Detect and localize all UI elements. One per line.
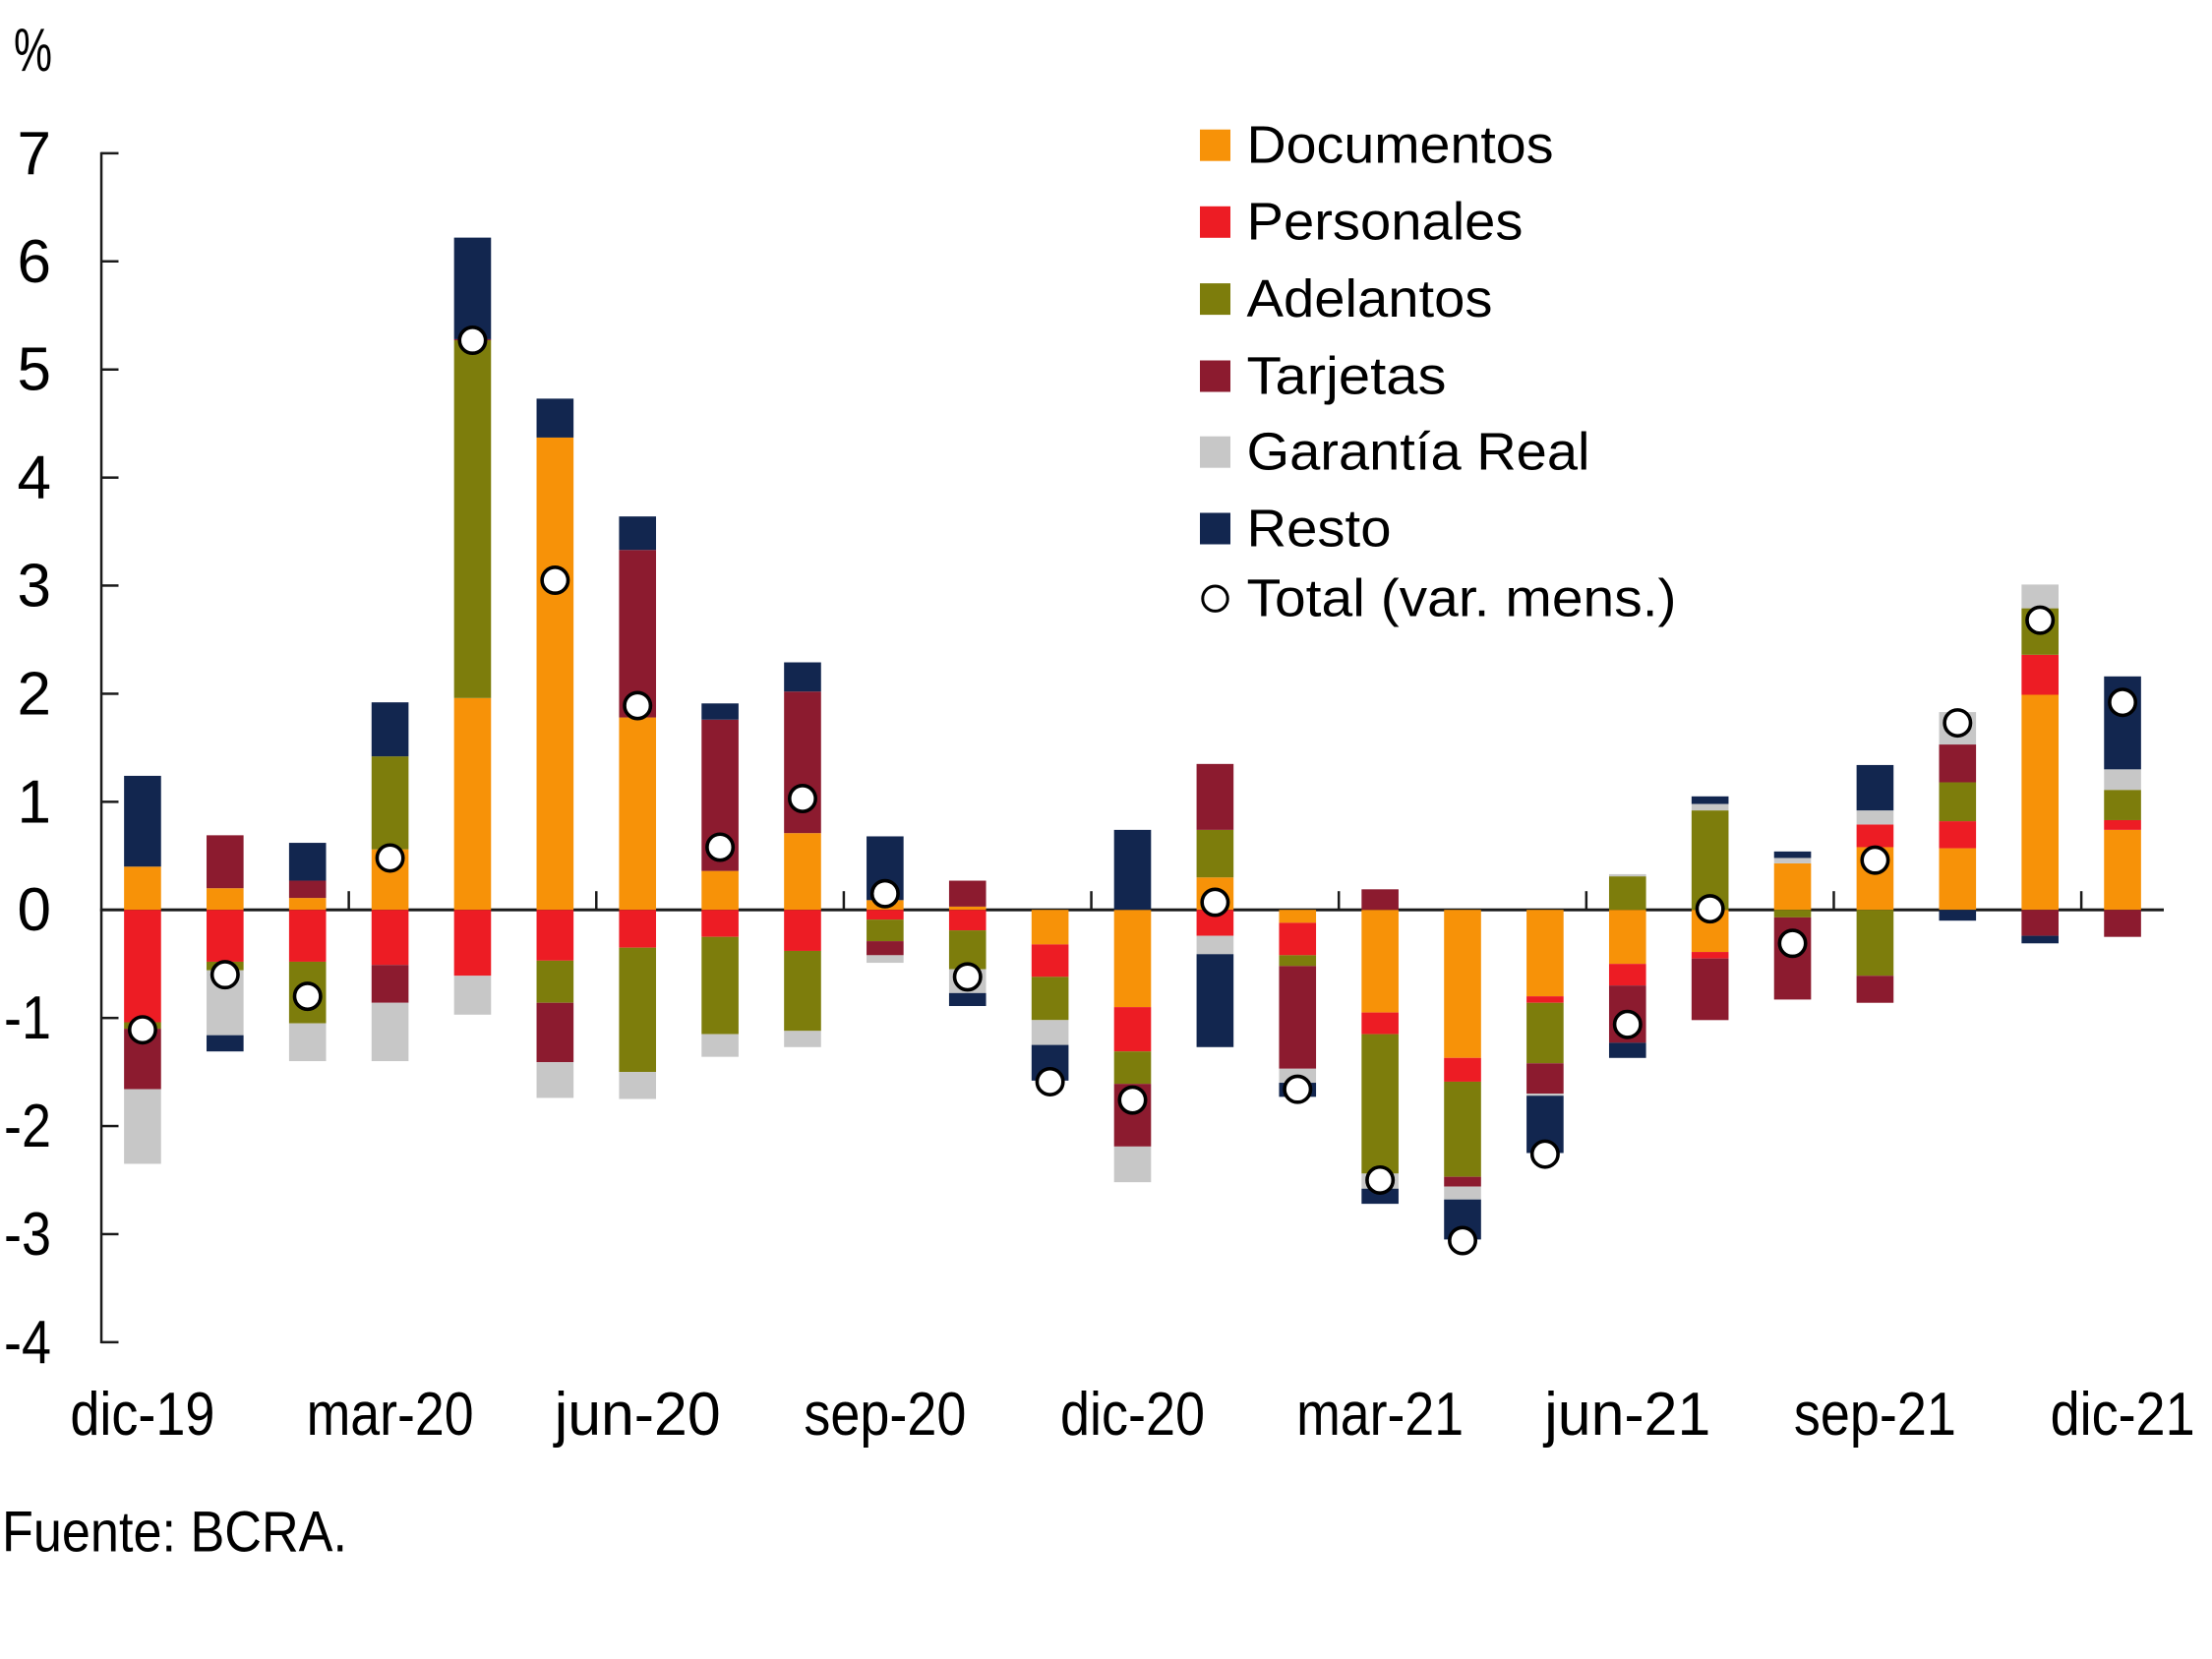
svg-text:7: 7 <box>18 120 51 188</box>
svg-text:-2: -2 <box>4 1093 51 1160</box>
svg-text:1: 1 <box>18 768 51 836</box>
svg-text:dic-19: dic-19 <box>70 1381 214 1449</box>
svg-text:mar-21: mar-21 <box>1296 1381 1464 1449</box>
svg-text:4: 4 <box>18 444 51 512</box>
svg-text:Total (var. mens.): Total (var. mens.) <box>1247 569 1677 628</box>
svg-text:mar-20: mar-20 <box>307 1381 474 1449</box>
svg-text:jun-21: jun-21 <box>1542 1381 1710 1449</box>
svg-text:-4: -4 <box>4 1309 51 1377</box>
svg-text:dic-20: dic-20 <box>1060 1381 1205 1449</box>
svg-text:Garantía Real: Garantía Real <box>1247 423 1590 482</box>
svg-text:Documentos: Documentos <box>1247 116 1554 175</box>
svg-text:jun-20: jun-20 <box>553 1381 721 1449</box>
svg-text:sep-21: sep-21 <box>1794 1381 1956 1449</box>
svg-text:3: 3 <box>18 553 51 621</box>
svg-text:-1: -1 <box>4 984 51 1052</box>
svg-text:Adelantos: Adelantos <box>1247 269 1493 328</box>
svg-text:Personales: Personales <box>1247 193 1524 252</box>
svg-text:-3: -3 <box>4 1201 51 1269</box>
svg-text:sep-20: sep-20 <box>804 1381 966 1449</box>
svg-text:Resto: Resto <box>1247 499 1392 558</box>
svg-text:2: 2 <box>18 660 51 728</box>
svg-text:6: 6 <box>18 228 51 296</box>
svg-text:Fuente: BCRA.: Fuente: BCRA. <box>2 1501 347 1565</box>
svg-text:dic-21: dic-21 <box>2051 1381 2195 1449</box>
svg-text:Tarjetas: Tarjetas <box>1247 346 1447 405</box>
svg-text:0: 0 <box>18 876 51 944</box>
svg-text:5: 5 <box>18 336 51 404</box>
svg-text:%: % <box>14 17 52 85</box>
